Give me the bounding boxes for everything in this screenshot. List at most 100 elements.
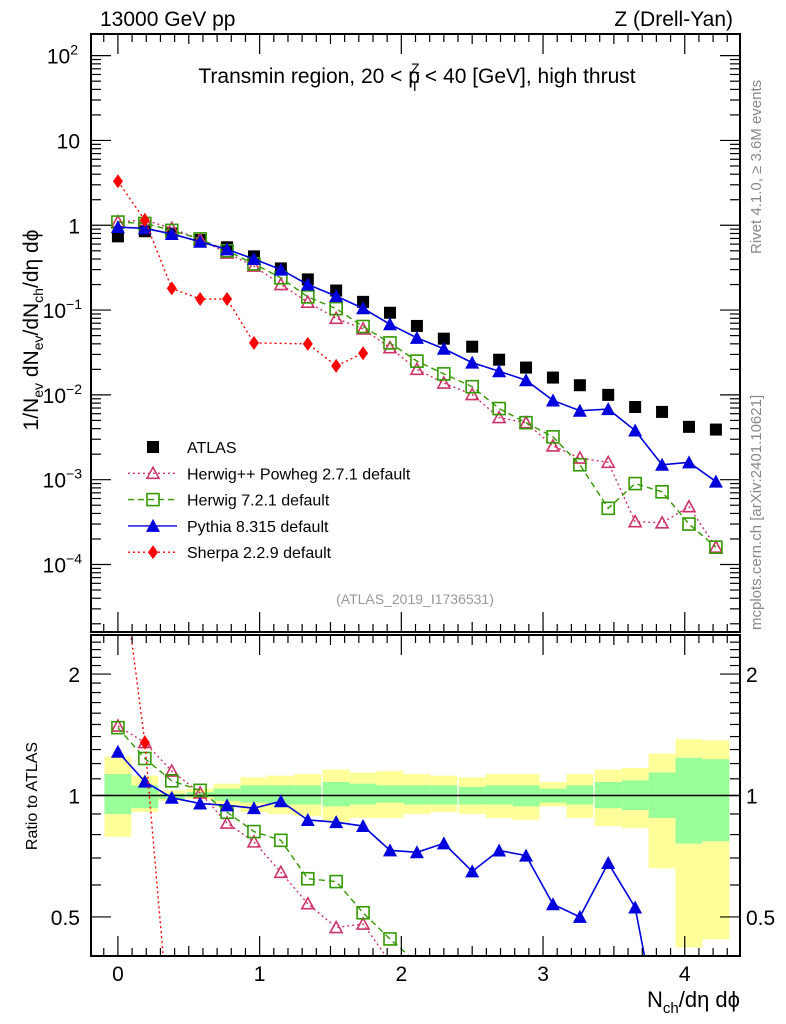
y-tick-label: 102 [47, 42, 78, 69]
herwig-7-2-1-default-point [519, 415, 533, 430]
herwig-powheg-2-7-1-default-ratio-point [300, 896, 316, 910]
header-right: Z (Drell-Yan) [614, 8, 733, 31]
herwig-powheg-2-7-1-default-point [491, 409, 507, 424]
pythia-8-315-default-ratio-point [492, 843, 507, 857]
header-left: 13000 GeV pp [100, 8, 235, 31]
main-frame [90, 33, 741, 633]
ratio-band-stat [213, 788, 241, 801]
atlas-point [709, 423, 722, 436]
herwig-7-2-1-default-point [410, 354, 424, 368]
legend: ATLAS Herwig++ Powheg 2.7.1 default Herwig… [128, 440, 411, 562]
pythia-8-315-default-point [137, 221, 152, 235]
pythia-8-315-default-point [655, 457, 670, 471]
herwig-7-2-1-default-point [628, 476, 642, 491]
pythia-8-315-default-point [681, 455, 696, 469]
atlas-point [629, 400, 642, 413]
herwig-powheg-2-7-1-default-ratio-point [164, 763, 180, 777]
y-tick-label: 10−3 [43, 466, 83, 493]
sherpa-2-2-9-default-point [331, 358, 342, 373]
ratio-tick-label: 1 [68, 786, 80, 809]
herwig-powheg-2-7-1-default-point [600, 454, 616, 469]
atlas-point [546, 371, 559, 384]
pythia-8-315-default-ratio-point [246, 801, 261, 815]
main-marks [110, 174, 724, 554]
herwig-7-2-1-default-ratio-point [111, 720, 125, 735]
sherpa-2-2-9-default-point [195, 292, 206, 307]
herwig-7-2-1-default-point [465, 379, 479, 394]
herwig-powheg-2-7-1-default-point [464, 386, 480, 401]
pythia-8-315-default-ratio-point [193, 796, 208, 810]
pythia-8-315-default-ratio-point [220, 798, 235, 812]
herwig-powheg-2-7-1-default-point [627, 513, 643, 528]
herwig-powheg-2-7-1-default-ratio-point [388, 954, 392, 956]
legend-marker-sherpa-2-2-9-default [148, 545, 158, 560]
pythia-8-315-default-point [465, 355, 480, 369]
legend-marker-herwig-powheg-2-7-1-default [145, 465, 161, 480]
pythia-8-315-default-ratio-point [519, 848, 534, 862]
sherpa-2-2-9-default-point [112, 174, 123, 189]
herwig-powheg-2-7-1-default-point [518, 415, 534, 429]
pythia-8-315-default-ratio-point [572, 909, 587, 923]
herwig-powheg-2-7-1-default-point [654, 515, 670, 529]
atlas-point [493, 353, 506, 366]
herwig-7-2-1-default-ratio-point [164, 774, 179, 788]
herwig-7-2-1-default-ratio-point [193, 783, 207, 798]
y-tick-label-exp: 2 [70, 42, 78, 58]
y-tick-label-base: 1 [68, 215, 80, 238]
herwig-7-2-1-default-point [437, 367, 451, 381]
ratio-band-stat [131, 785, 159, 809]
herwig-powheg-2-7-1-default-ratio-point [273, 864, 289, 879]
herwig-7-2-1-default-point [655, 484, 669, 499]
y-tick-label: 1 [68, 215, 80, 238]
ratio-band-stat [322, 782, 350, 807]
herwig-powheg-2-7-1-default-ratio-point [328, 919, 344, 934]
herwig-7-2-1-default-point [601, 501, 616, 516]
legend-label-atlas: ATLAS [187, 440, 237, 457]
pythia-8-315-default-point [545, 393, 560, 407]
y-tick-label-base: 10 [43, 470, 66, 493]
x-tick-label: 4 [679, 963, 691, 986]
pythia-8-315-default-point [519, 373, 534, 387]
sherpa-2-2-9-default-point [166, 281, 177, 296]
y-tick-label-base: 10 [47, 46, 70, 69]
sherpa-2-2-9-default-point [222, 292, 233, 307]
pythia-8-315-default-ratio-point [356, 819, 371, 833]
pythia-8-315-default-point [492, 364, 507, 378]
herwig-powheg-2-7-1-default-point [300, 294, 316, 308]
pythia-8-315-default-ratio-point [382, 843, 397, 857]
herwig-powheg-2-7-1-default-point [545, 438, 561, 452]
ratio-band-stat [349, 783, 377, 805]
ratio-band-stat [376, 785, 404, 803]
ratio-tick-label-right: 0.5 [746, 907, 775, 930]
sherpa-2-2-9-default-point [358, 346, 369, 361]
pythia-8-315-default-ratio-point [273, 794, 288, 808]
sherpa-2-2-9-default-ratio-line [130, 635, 164, 956]
atlas-point [602, 388, 615, 401]
sherpa-2-2-9-default-point [139, 213, 150, 228]
legend-label-herwig-powheg-2-7-1-default: Herwig++ Powheg 2.7.1 default [187, 466, 411, 483]
ratio-band-stat [675, 757, 703, 844]
atlas-point [383, 306, 396, 319]
herwig-7-2-1-default-ratio-point [247, 824, 261, 839]
x-axis-label: Nch/dη dϕ [647, 987, 740, 1017]
atlas-point [466, 340, 479, 353]
ratio-band-stat [186, 792, 214, 798]
herwig-7-2-1-default-point [383, 336, 397, 350]
pythia-8-315-default-point [601, 402, 616, 416]
herwig-7-2-1-default-point [573, 457, 587, 472]
herwig-powheg-2-7-1-default-line [117, 219, 717, 548]
herwig-powheg-2-7-1-default-point [436, 375, 452, 389]
y-tick-label: 10−1 [43, 296, 83, 323]
rivet-label: Rivet 4.1.0, ≥ 3.6M events [748, 80, 765, 254]
pythia-8-315-default-ratio-point [628, 900, 643, 914]
herwig-7-2-1-default-ratio-point [383, 932, 397, 946]
ratio-band-stat [240, 785, 268, 803]
herwig-7-2-1-default-point [301, 290, 315, 304]
ratio-marks [91, 635, 740, 956]
y-tick-label-exp: −3 [66, 466, 82, 482]
pythia-8-315-default-ratio-point [545, 897, 560, 911]
herwig-7-2-1-default-ratio-point [437, 955, 451, 956]
